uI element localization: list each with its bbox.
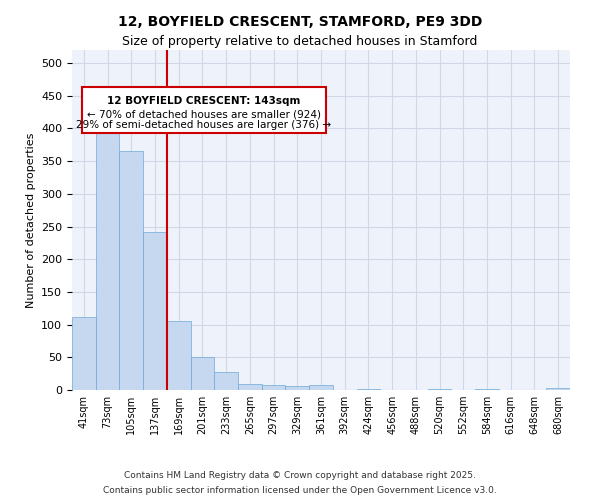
Bar (214, 372, 238, 390)
Bar (191, 358, 214, 390)
Text: ← 70% of detached houses are smaller (924): ← 70% of detached houses are smaller (92… (87, 110, 321, 120)
Bar (119, 152, 143, 390)
Bar (143, 232, 167, 390)
Bar (262, 385, 286, 390)
Text: 12 BOYFIELD CRESCENT: 143sqm: 12 BOYFIELD CRESCENT: 143sqm (107, 96, 301, 106)
Bar (167, 322, 191, 390)
Text: Contains HM Land Registry data © Crown copyright and database right 2025.: Contains HM Land Registry data © Crown c… (124, 471, 476, 480)
Text: Size of property relative to detached houses in Stamford: Size of property relative to detached ho… (122, 35, 478, 48)
Bar (72, 317, 96, 390)
Bar (96, 132, 119, 390)
Text: 29% of semi-detached houses are larger (376) →: 29% of semi-detached houses are larger (… (76, 120, 332, 130)
Bar (238, 384, 262, 390)
Bar (475, 388, 499, 390)
Y-axis label: Number of detached properties: Number of detached properties (26, 132, 35, 308)
Text: 12, BOYFIELD CRESCENT, STAMFORD, PE9 3DD: 12, BOYFIELD CRESCENT, STAMFORD, PE9 3DD (118, 15, 482, 29)
Bar (286, 386, 309, 390)
Text: Contains public sector information licensed under the Open Government Licence v3: Contains public sector information licen… (103, 486, 497, 495)
Bar (546, 388, 570, 390)
FancyBboxPatch shape (82, 88, 326, 134)
Bar (309, 386, 333, 390)
